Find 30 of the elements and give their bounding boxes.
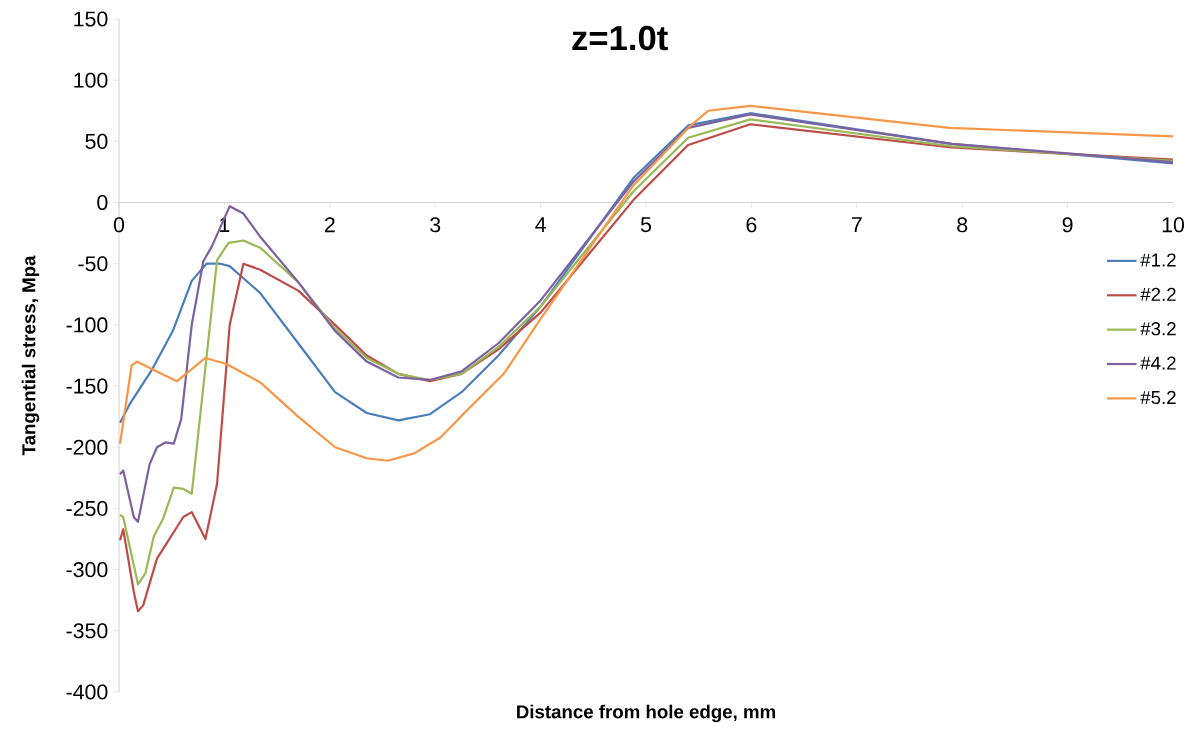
y-tick-label: -250: [66, 500, 108, 516]
x-tick-label: 10: [1162, 217, 1185, 233]
x-tick-label: 7: [851, 217, 862, 232]
y-tick-label: -150: [66, 378, 108, 394]
y-tick-label: -50: [78, 256, 108, 272]
x-tick-label: 8: [957, 217, 968, 233]
y-tick-label: 150: [74, 11, 108, 27]
y-tick-label: -100: [66, 317, 108, 333]
x-tick-label: 5: [640, 217, 652, 233]
y-tick-label: -400: [66, 684, 108, 700]
y-tick-label: -200: [66, 439, 108, 455]
y-tick-label: -300: [66, 562, 108, 578]
legend-label: #5.2: [1140, 390, 1176, 405]
y-tick-label: 0: [97, 194, 108, 211]
legend-label: #4.2: [1140, 356, 1176, 370]
x-axis-title: Distance from hole edge, mm: [517, 704, 776, 723]
x-tick-label: 3: [430, 217, 441, 233]
legend-label: #3.2: [1140, 322, 1176, 336]
y-axis-title: Tangential stress, Mpa: [21, 255, 40, 456]
x-tick-label: 9: [1062, 217, 1073, 233]
y-tick-label: -350: [66, 623, 108, 639]
x-tick-label: 0: [113, 217, 125, 233]
y-tick-label: 100: [74, 72, 108, 88]
chart-title: z=1.0t: [572, 25, 668, 51]
y-tick-label: 50: [85, 133, 108, 149]
legend-label: #1.2: [1140, 253, 1176, 267]
x-tick-label: 2: [324, 217, 335, 233]
legend-label: #2.2: [1140, 287, 1176, 301]
x-tick-label: 4: [535, 217, 546, 232]
x-tick-label: 6: [746, 217, 757, 233]
